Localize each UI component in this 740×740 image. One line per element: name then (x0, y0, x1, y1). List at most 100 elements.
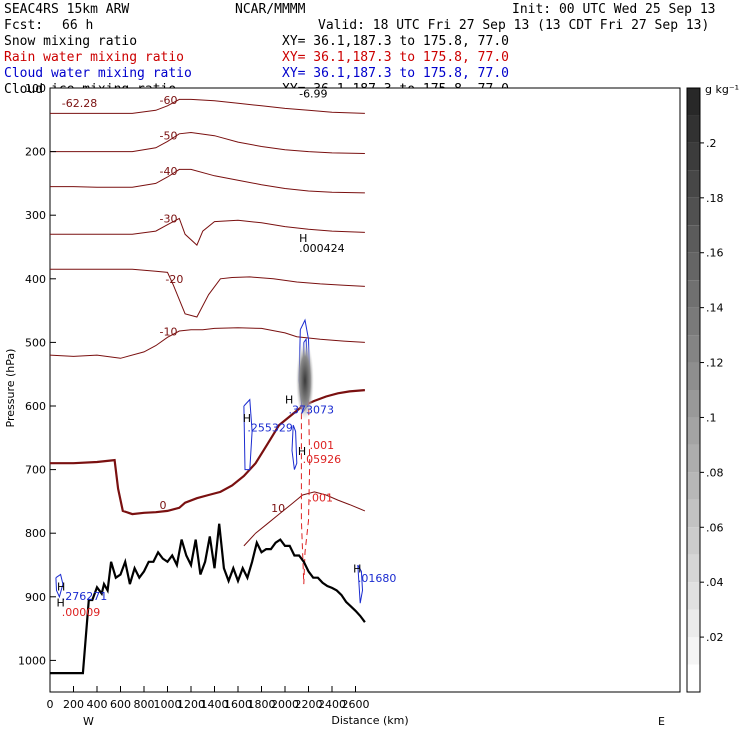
isotherm-line (243, 491, 366, 547)
colorbar-frame (686, 87, 701, 693)
y-tick-label: 700 (25, 464, 46, 477)
x-tick-label: 2200 (295, 698, 323, 711)
isotherm-label: -30 (160, 213, 178, 226)
colorbar-tick-label: .14 (706, 302, 724, 315)
x-tick-label: 0 (47, 698, 54, 711)
x-tick-label: 2600 (342, 698, 370, 711)
y-tick-label: 900 (25, 591, 46, 604)
valid-time: Valid: 18 UTC Fri 27 Sep 13 (13 CDT Fri … (318, 18, 709, 33)
colorbar-segment (687, 225, 700, 253)
annotation-label: .276271 (62, 590, 108, 603)
x-tick-label: 1200 (177, 698, 205, 711)
colorbar-segment (687, 582, 700, 610)
annotation-label: H (243, 412, 251, 425)
x-axis-label: Distance (km) (331, 714, 408, 727)
colorbar-tick-label: .06 (706, 521, 724, 534)
y-tick-label: 200 (25, 146, 46, 159)
annotation-label: .373073 (289, 404, 335, 417)
colorbar-segment (687, 527, 700, 555)
rain-water-contour (300, 393, 311, 585)
forecast-label: Fcst: (4, 18, 43, 33)
annotation-label: .05926 (303, 453, 342, 466)
x-tick-label: 200 (63, 698, 84, 711)
terrain-profile (50, 523, 366, 675)
colorbar-segment (687, 444, 700, 473)
x-tick-label: 400 (87, 698, 108, 711)
isotherm-line (50, 168, 365, 194)
annotation-label: .000424 (299, 242, 345, 255)
colorbar-segment (687, 252, 700, 281)
colorbar-segment (687, 170, 700, 198)
colorbar-tick-label: .16 (706, 247, 724, 260)
x-tick-label: 1600 (224, 698, 252, 711)
init-time: Init: 00 UTC Wed 25 Sep 13 (512, 2, 716, 17)
colorbar-tick-label: .2 (706, 137, 717, 150)
isotherm-label: 0 (160, 499, 167, 512)
colorbar-segment (687, 280, 700, 308)
legend-xy: XY= 36.1,187.3 to 175.8, 77.0 (282, 34, 509, 49)
cloud-water-contour (55, 573, 64, 599)
colorbar-segment (687, 637, 700, 665)
cloud-water-contour (243, 398, 253, 471)
colorbar-segment (687, 307, 700, 336)
colorbar-segment (687, 664, 700, 692)
center-label: NCAR/MMMM (235, 2, 306, 17)
annotation-label: H (299, 232, 307, 245)
isotherm-line (50, 98, 365, 114)
colorbar-segment (687, 417, 700, 445)
isotherm-line (50, 217, 365, 246)
x-axis: 0 200 400 600 800 100012001400160018002000220… (47, 686, 370, 711)
colorbar-segment (687, 115, 700, 143)
x-tick-label: 2000 (271, 698, 299, 711)
y-tick-label: 500 (25, 336, 46, 349)
colorbar-segment (687, 335, 700, 363)
y-tick-label: 1000 (18, 654, 46, 667)
annotation-label: .00009 (62, 606, 101, 619)
x-tick-label: 1400 (201, 698, 229, 711)
isotherm-label: -10 (160, 325, 178, 338)
colorbar-tick-label: .1 (706, 411, 717, 424)
colorbar: .02 .04 .06 .08 .1 .12 .14 .16 .18 .2 (686, 87, 724, 693)
colorbar-segment (687, 609, 700, 638)
x-tick-label: 600 (110, 698, 131, 711)
colorbar-tick-label: .12 (706, 357, 724, 370)
cloud-water-contour (291, 424, 298, 470)
colorbar-tick-label: .08 (706, 466, 724, 479)
colorbar-segment (687, 554, 700, 583)
y-tick-label: 100 (25, 82, 46, 95)
isotherm-label: 10 (271, 502, 285, 515)
y-tick-label: 400 (25, 273, 46, 286)
y-tick-label: 800 (25, 527, 46, 540)
rain-water-contours (300, 393, 311, 585)
forecast-hours: 66 h (62, 18, 93, 33)
colorbar-segment (687, 88, 700, 116)
isotherm-line (50, 131, 365, 154)
colorbar-segment (687, 390, 700, 418)
annotation-label: -62.28 (62, 97, 97, 110)
legend-label: Cloud water mixing ratio (4, 66, 192, 81)
colorbar-segment (687, 142, 700, 171)
colorbar-tick-label: .04 (706, 576, 724, 589)
y-tick-label: 600 (25, 400, 46, 413)
east-label: E (658, 715, 665, 728)
colorbar-segment (687, 472, 700, 500)
contour-annotations: -62.28-6.99H.000424H.373073H.255329.001H… (56, 88, 396, 619)
annotation-label: H (57, 580, 65, 593)
annotation-label: H (298, 445, 306, 458)
isotherm-label: -50 (160, 129, 178, 142)
isotherm-line (49, 327, 365, 359)
snow-max-shading (295, 340, 314, 421)
annotation-label: H (353, 563, 361, 576)
colorbar-segment (687, 362, 700, 390)
colorbar-segment (687, 499, 700, 528)
colorbar-segment (687, 197, 700, 226)
colorbar-tick-label: .02 (706, 631, 724, 644)
terrain-line (50, 523, 366, 675)
legend-xy: XY= 36.1,187.3 to 175.8, 77.0 (282, 50, 509, 65)
model-title: SEAC4RS 15km ARW (4, 2, 129, 17)
annotation-label: .001 (310, 439, 335, 452)
x-tick-label: 2400 (318, 698, 346, 711)
x-tick-label: 800 (134, 698, 155, 711)
annotation-label: .255329 (247, 421, 293, 434)
